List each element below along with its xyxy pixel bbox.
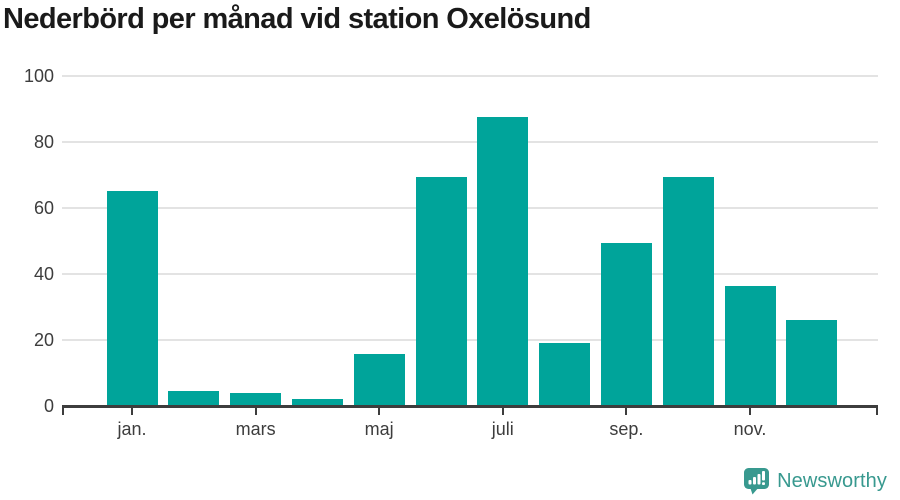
bar-okt. bbox=[662, 176, 714, 406]
y-tick-label-20: 20 bbox=[33, 330, 54, 350]
x-tick-sep. bbox=[625, 408, 628, 415]
bar-juni bbox=[415, 176, 467, 406]
chart-title: Nederbörd per månad vid station Oxelösun… bbox=[3, 3, 591, 35]
gridline-20 bbox=[62, 339, 878, 341]
gridline-100 bbox=[62, 75, 878, 77]
x-axis-line bbox=[62, 405, 878, 408]
y-tick-label-100: 100 bbox=[23, 66, 54, 86]
gridline-80 bbox=[62, 141, 878, 143]
newsworthy-logo[interactable]: Newsworthy bbox=[743, 467, 887, 495]
x-tick-label-mars: mars bbox=[235, 419, 276, 439]
x-tick-juli bbox=[501, 408, 504, 415]
bar-jan. bbox=[106, 190, 158, 406]
bar-aug. bbox=[539, 343, 591, 406]
bar-nov. bbox=[724, 286, 776, 406]
x-axis-end-tick bbox=[876, 408, 878, 415]
x-tick-label-sep.: sep. bbox=[609, 419, 644, 439]
y-tick-label-0: 0 bbox=[43, 396, 54, 416]
x-tick-nov. bbox=[749, 408, 751, 415]
newsworthy-bubble-chart-icon bbox=[743, 467, 770, 495]
x-tick-label-nov.: nov. bbox=[733, 419, 767, 439]
bar-juli bbox=[477, 116, 529, 406]
x-tick-label-maj: maj bbox=[364, 419, 394, 439]
y-tick-label-60: 60 bbox=[33, 198, 54, 218]
x-tick-mars bbox=[254, 408, 257, 415]
x-axis-start-tick bbox=[62, 408, 64, 415]
bar-april bbox=[291, 398, 343, 406]
bar-feb. bbox=[168, 390, 220, 406]
bar-sep. bbox=[600, 242, 652, 406]
y-tick-label-80: 80 bbox=[33, 132, 54, 152]
gridline-60 bbox=[62, 207, 878, 209]
newsworthy-logo-text: Newsworthy bbox=[777, 469, 887, 492]
gridline-40 bbox=[62, 273, 878, 275]
x-tick-label-juli: juli bbox=[491, 419, 514, 439]
bar-mars bbox=[230, 393, 282, 406]
x-tick-jan. bbox=[131, 408, 133, 415]
bar-dec. bbox=[786, 320, 838, 406]
y-tick-label-40: 40 bbox=[33, 264, 54, 284]
x-tick-label-jan.: jan. bbox=[117, 419, 147, 439]
bar-maj bbox=[353, 354, 405, 406]
x-tick-maj bbox=[378, 408, 381, 415]
